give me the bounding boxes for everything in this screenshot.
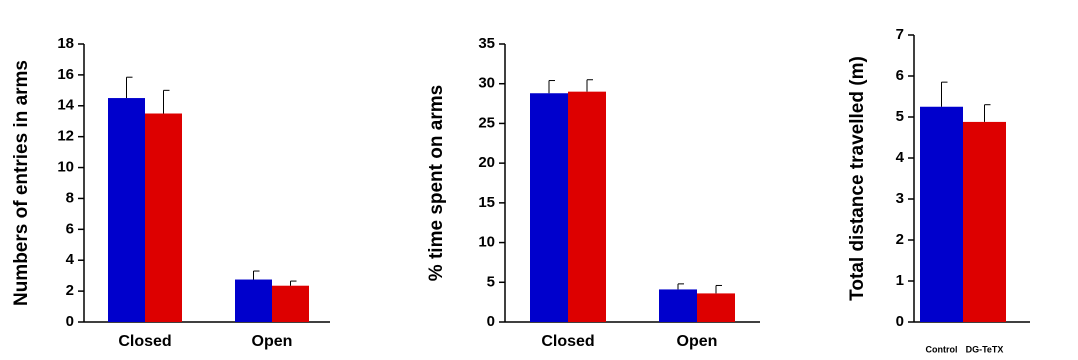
bar <box>963 121 1006 322</box>
y-tick-label: 20 <box>478 154 495 171</box>
y-tick-label: 0 <box>66 313 74 330</box>
y-tick-label: 2 <box>66 282 74 299</box>
y-tick-label: 2 <box>896 231 904 248</box>
y-tick-label: 1 <box>896 272 904 289</box>
y-tick-label: 5 <box>487 273 495 290</box>
y-axis-label: Total distance travelled (m) <box>847 56 868 301</box>
x-tick-label: Closed <box>118 333 171 350</box>
bar <box>568 91 606 323</box>
y-tick-label: 6 <box>896 67 904 84</box>
y-tick-label: 3 <box>896 190 904 207</box>
y-tick-label: 5 <box>896 108 904 125</box>
y-tick-label: 0 <box>487 313 495 330</box>
y-tick-label: 18 <box>57 35 74 52</box>
y-tick-label: 4 <box>66 251 75 268</box>
y-tick-label: 6 <box>66 220 74 237</box>
x-tick-label: Open <box>677 333 718 350</box>
y-tick-label: 25 <box>478 114 495 131</box>
bar <box>697 293 735 322</box>
bar <box>659 289 697 322</box>
y-tick-label: 16 <box>57 66 74 83</box>
y-tick-label: 30 <box>478 75 495 92</box>
y-tick-label: 8 <box>66 189 74 206</box>
y-tick-label: 10 <box>478 234 495 251</box>
y-tick-label: 15 <box>478 194 495 211</box>
y-axis-label: Numbers of entries in arms <box>11 60 32 306</box>
y-tick-label: 7 <box>896 26 904 43</box>
x-tick-label: Closed <box>541 333 594 350</box>
y-tick-label: 35 <box>478 35 495 52</box>
y-tick-label: 10 <box>57 159 74 176</box>
bar <box>920 106 963 322</box>
x-tick-label: Open <box>252 333 293 350</box>
x-tick-label: Control <box>926 344 958 354</box>
x-tick-label: DG-TeTX <box>966 344 1004 354</box>
y-tick-label: 12 <box>57 128 74 145</box>
y-tick-label: 4 <box>896 149 905 166</box>
y-axis-label: % time spent on arms <box>426 85 447 281</box>
bar <box>530 93 568 322</box>
y-tick-label: 14 <box>57 97 74 114</box>
y-tick-label: 0 <box>896 313 904 330</box>
bar <box>108 98 145 322</box>
bar <box>235 279 272 322</box>
bar <box>145 113 182 322</box>
bar <box>272 285 309 322</box>
